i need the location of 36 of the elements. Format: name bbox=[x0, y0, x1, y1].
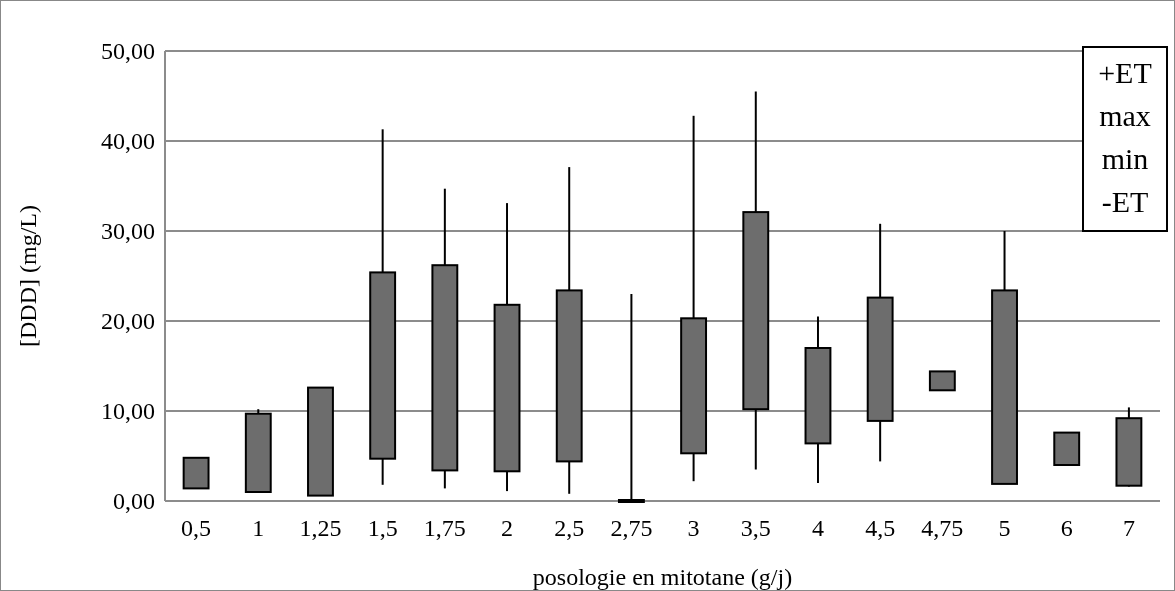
candlestick bbox=[431, 187, 459, 490]
x-tick-label: 1,75 bbox=[423, 515, 466, 541]
y-tick-label: 20,00 bbox=[101, 308, 155, 335]
y-axis-title: [DDD] (mg/L) bbox=[15, 205, 41, 347]
y-tick-label: 10,00 bbox=[101, 398, 155, 425]
x-tick-label: 6 bbox=[1060, 515, 1073, 541]
x-tick-label: 5 bbox=[998, 515, 1011, 541]
x-tick-label: 1 bbox=[252, 515, 265, 541]
x-tick-label: 3,5 bbox=[740, 515, 771, 541]
x-tick-label: 3 bbox=[687, 515, 700, 541]
annotation: min bbox=[1101, 142, 1149, 175]
x-tick-label: 4,5 bbox=[865, 515, 896, 541]
x-tick-label: 1,5 bbox=[367, 515, 398, 541]
y-tick-label: 40,00 bbox=[101, 128, 155, 155]
x-tick-label: 2,75 bbox=[610, 515, 653, 541]
x-tick-label: 0,5 bbox=[181, 515, 212, 541]
annotation: +ET bbox=[1098, 56, 1152, 89]
x-tick-label: 4,75 bbox=[921, 515, 964, 541]
candlestick bbox=[555, 166, 583, 495]
candlestick bbox=[493, 202, 521, 493]
y-tick-label: 0,00 bbox=[113, 488, 155, 515]
candlestick bbox=[369, 128, 397, 486]
y-tick-label: 30,00 bbox=[101, 218, 155, 245]
annotation: -ET bbox=[1101, 185, 1149, 218]
candlestick bbox=[742, 90, 770, 471]
candlestick bbox=[804, 315, 832, 484]
candlestick bbox=[866, 222, 894, 463]
x-tick-label: 1,25 bbox=[299, 515, 342, 541]
candlestick bbox=[680, 114, 708, 483]
x-tick-label: 2,5 bbox=[554, 515, 585, 541]
x-tick-label: 2 bbox=[501, 515, 514, 541]
y-tick-label: 50,00 bbox=[101, 38, 155, 65]
x-tick-label: 7 bbox=[1122, 515, 1135, 541]
annotation: max bbox=[1099, 99, 1151, 132]
x-tick-label: 4 bbox=[811, 515, 824, 541]
x-axis-title: posologie en mitotane (g/j) bbox=[532, 564, 793, 590]
